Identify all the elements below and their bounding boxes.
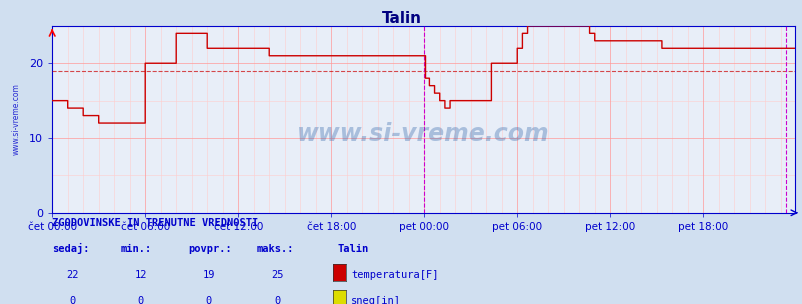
Text: www.si-vreme.com: www.si-vreme.com — [12, 83, 21, 155]
Text: 0: 0 — [205, 296, 212, 304]
Text: povpr.:: povpr.: — [188, 244, 232, 254]
Text: min.:: min.: — [120, 244, 152, 254]
Text: 22: 22 — [66, 270, 79, 280]
Text: maks.:: maks.: — [257, 244, 294, 254]
Text: Talin: Talin — [337, 244, 368, 254]
Text: sneg[in]: sneg[in] — [350, 296, 400, 304]
Text: ZGODOVINSKE IN TRENUTNE VREDNOSTI: ZGODOVINSKE IN TRENUTNE VREDNOSTI — [52, 219, 258, 229]
Text: 12: 12 — [134, 270, 147, 280]
Text: www.si-vreme.com: www.si-vreme.com — [297, 122, 549, 146]
Text: Talin: Talin — [381, 11, 421, 26]
Text: 0: 0 — [137, 296, 144, 304]
Text: 0: 0 — [69, 296, 75, 304]
Text: 19: 19 — [202, 270, 215, 280]
Text: 25: 25 — [270, 270, 283, 280]
Text: 0: 0 — [273, 296, 280, 304]
Text: temperatura[F]: temperatura[F] — [350, 270, 438, 280]
Text: sedaj:: sedaj: — [52, 243, 90, 254]
